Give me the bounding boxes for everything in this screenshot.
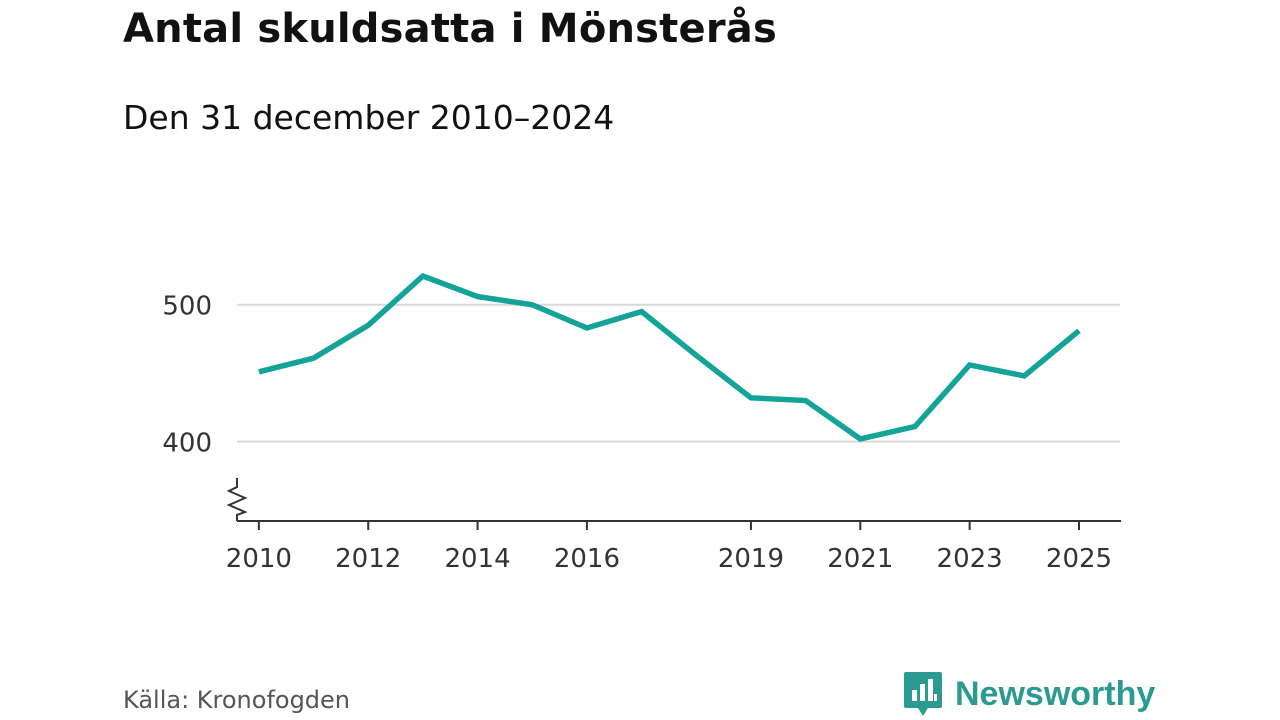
x-tick-label-2019: 2019 [718, 544, 784, 574]
data-point-2011 [311, 356, 316, 361]
data-point-2023 [967, 362, 972, 367]
chart-title: Antal skuldsatta i Mönsterås [123, 6, 777, 52]
axis-break-zigzag [226, 478, 248, 521]
data-point-2018 [694, 353, 699, 358]
axis-break-icon [226, 478, 248, 521]
data-point-2010 [256, 369, 261, 374]
grid-lines [237, 303, 1120, 443]
x-tick-label-2014: 2014 [444, 544, 510, 574]
data-point-2012 [366, 323, 371, 328]
x-tick-label-2012: 2012 [335, 544, 401, 574]
y-axis-labels: 400 500 [162, 292, 212, 459]
data-point-2016 [584, 326, 589, 331]
source-note: Källa: Kronofogden [123, 686, 351, 714]
brand-logo: Newsworthy [903, 670, 1155, 718]
y-tick-label-400: 400 [162, 429, 212, 459]
series [256, 272, 1081, 442]
data-point-2025 [1076, 328, 1081, 333]
data-point-2015 [530, 302, 535, 307]
data-point-2017 [639, 309, 644, 314]
x-axis [237, 520, 1121, 530]
data-point-2022 [912, 424, 917, 429]
x-tick-label-2023: 2023 [937, 544, 1003, 574]
brand-name: Newsworthy [955, 674, 1156, 713]
x-tick-label-2010: 2010 [226, 544, 292, 574]
data-point-2013 [420, 274, 425, 279]
newsworthy-logo-icon [904, 672, 942, 716]
x-axis-labels: 2010 2012 2014 2016 2019 2021 2023 2025 [226, 544, 1112, 574]
x-tick-label-2021: 2021 [827, 544, 893, 574]
data-point-2014 [475, 294, 480, 299]
y-tick-label-500: 500 [162, 292, 212, 322]
data-point-2019 [748, 395, 753, 400]
chart-subtitle: Den 31 december 2010–2024 [123, 98, 615, 137]
x-tick-label-2016: 2016 [554, 544, 620, 574]
data-point-2024 [1022, 373, 1027, 378]
series-line-0 [258, 272, 1081, 442]
data-point-2021 [858, 436, 863, 441]
x-tick-label-2025: 2025 [1046, 544, 1112, 574]
data-point-2020 [803, 398, 808, 403]
